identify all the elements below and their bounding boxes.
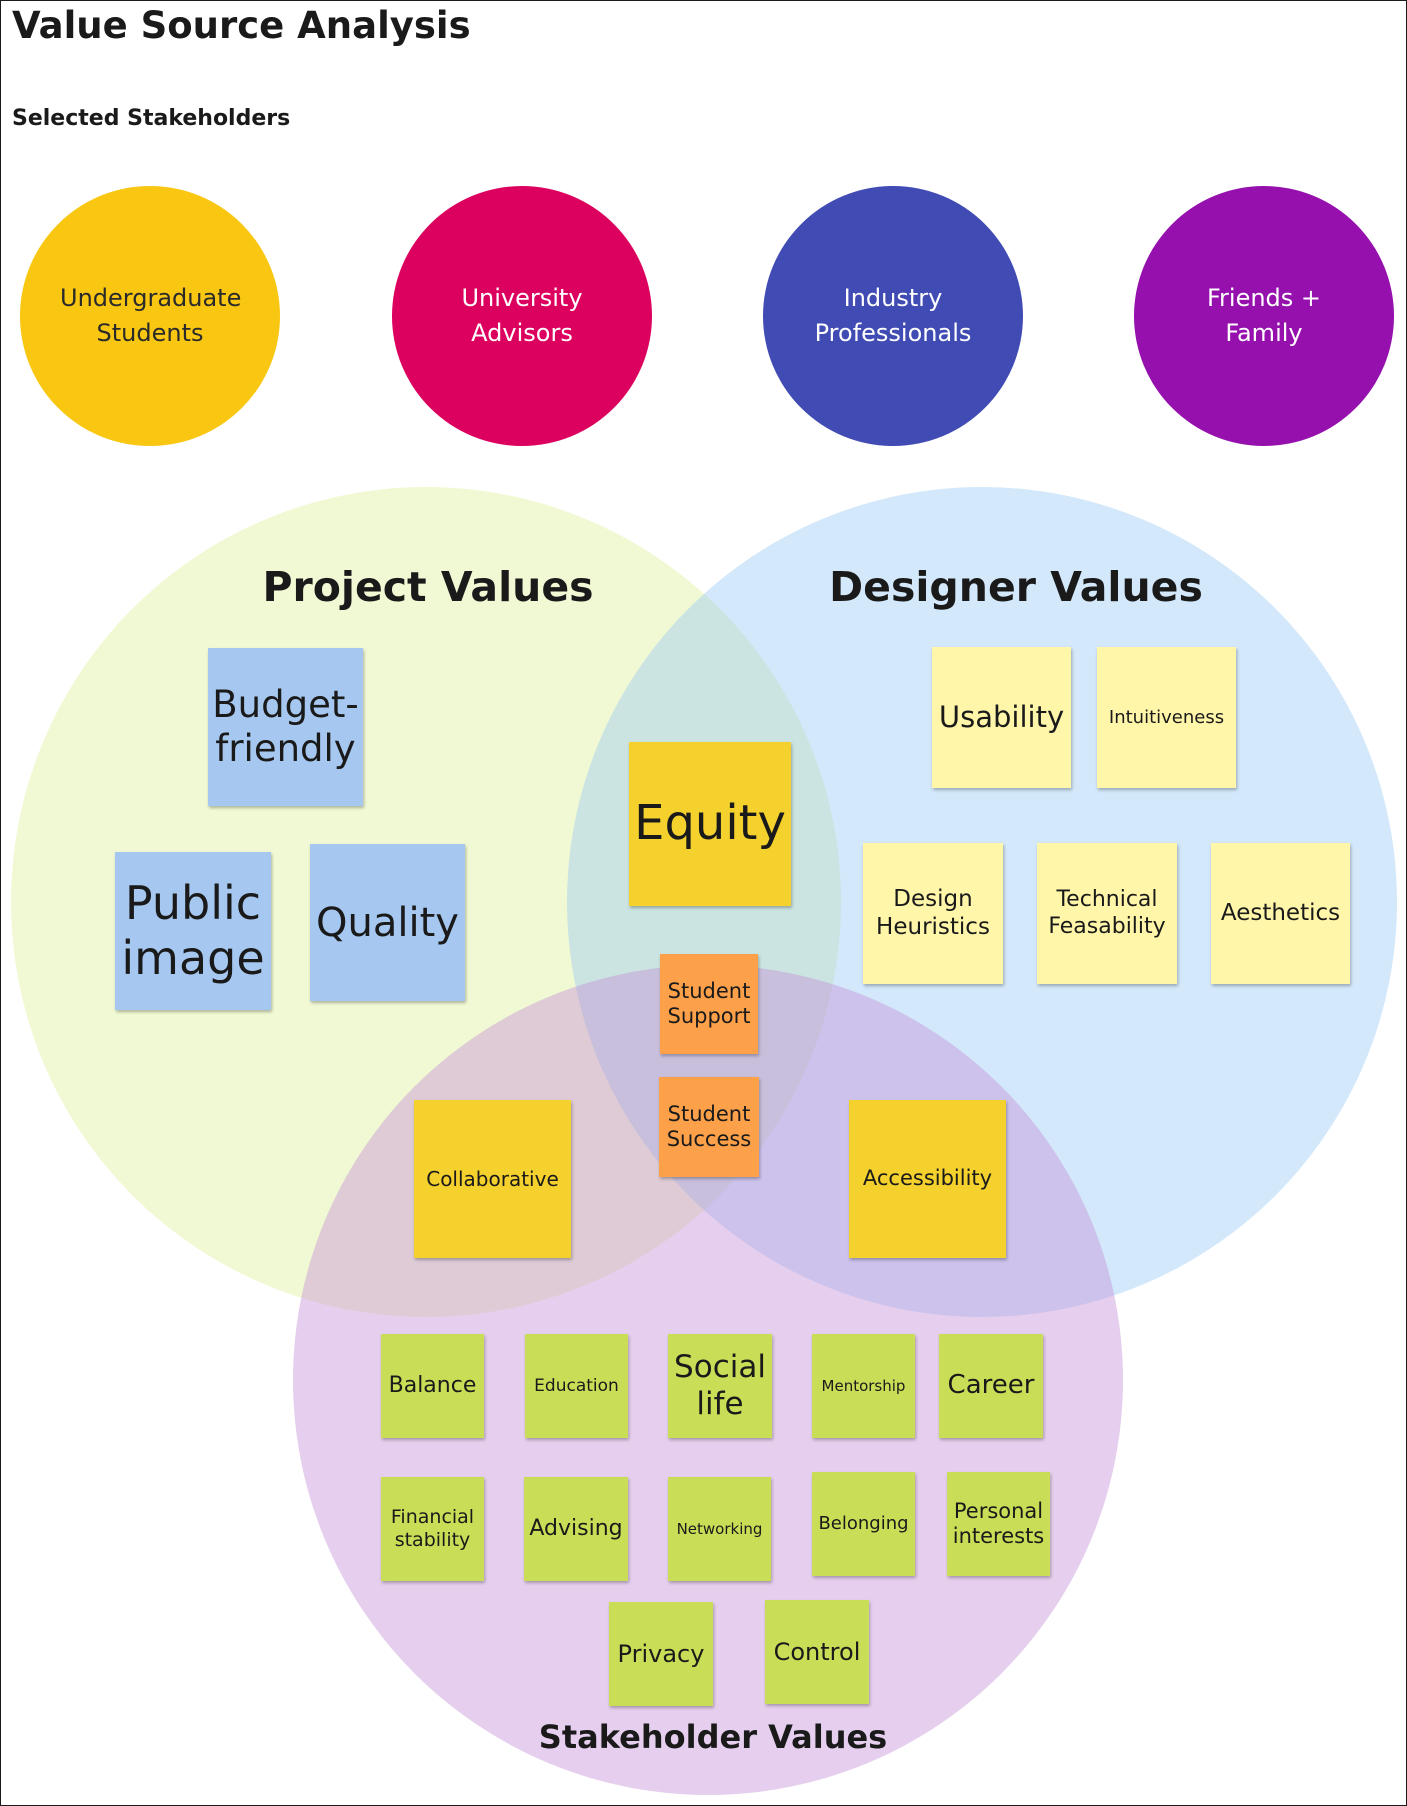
sticky-note-balance: Balance bbox=[381, 1334, 484, 1438]
page-title: Value Source Analysis bbox=[12, 4, 471, 47]
sticky-note-public-image: Public image bbox=[115, 852, 271, 1010]
sticky-note-financial-stability: Financial stability bbox=[381, 1477, 484, 1581]
sticky-note-usability: Usability bbox=[932, 647, 1071, 788]
sticky-note-privacy: Privacy bbox=[609, 1602, 713, 1706]
stakeholder-label: Industry Professionals bbox=[814, 284, 972, 347]
sticky-note-student-success: Student Success bbox=[659, 1077, 759, 1177]
sticky-note-budget-friendly: Budget-friendly bbox=[208, 648, 363, 806]
sticky-note-control: Control bbox=[765, 1600, 869, 1704]
stakeholder-label: University Advisors bbox=[461, 284, 583, 347]
sticky-note-collaborative: Collaborative bbox=[414, 1100, 571, 1258]
sticky-note-student-support: Student Support bbox=[660, 954, 758, 1054]
sticky-note-belonging: Belonging bbox=[812, 1472, 915, 1576]
sticky-note-technical-feasability: Technical Feasability bbox=[1037, 843, 1177, 984]
stakeholder-industry-professionals: Industry Professionals bbox=[763, 186, 1023, 446]
sticky-note-aesthetics: Aesthetics bbox=[1211, 843, 1350, 984]
stakeholder-label: Friends + Family bbox=[1206, 284, 1322, 347]
sticky-note-education: Education bbox=[525, 1334, 628, 1438]
venn-label-stakeholder-values: Stakeholder Values bbox=[538, 1718, 888, 1756]
venn-label-project-values: Project Values bbox=[262, 563, 594, 611]
sticky-note-equity: Equity bbox=[629, 742, 791, 906]
sticky-note-accessibility: Accessibility bbox=[849, 1100, 1006, 1258]
section-subtitle: Selected Stakeholders bbox=[12, 106, 291, 131]
stakeholder-friends-family: Friends + Family bbox=[1134, 186, 1394, 446]
sticky-note-career: Career bbox=[939, 1334, 1043, 1438]
sticky-note-social-life: Social life bbox=[668, 1334, 772, 1438]
sticky-note-mentorship: Mentorship bbox=[812, 1334, 915, 1438]
sticky-note-intuitiveness: Intuitiveness bbox=[1097, 647, 1236, 788]
stakeholder-label: Undergraduate Students bbox=[60, 284, 242, 347]
sticky-note-advising: Advising bbox=[524, 1477, 628, 1581]
sticky-note-networking: Networking bbox=[668, 1477, 771, 1581]
stakeholder-university-advisors: University Advisors bbox=[392, 186, 652, 446]
sticky-note-personal-interests: Personal interests bbox=[947, 1472, 1050, 1576]
sticky-note-design-heuristics: Design Heuristics bbox=[863, 843, 1003, 984]
venn-label-designer-values: Designer Values bbox=[829, 563, 1203, 611]
sticky-note-quality: Quality bbox=[310, 844, 465, 1001]
stakeholder-undergraduate-students: Undergraduate Students bbox=[20, 186, 280, 446]
